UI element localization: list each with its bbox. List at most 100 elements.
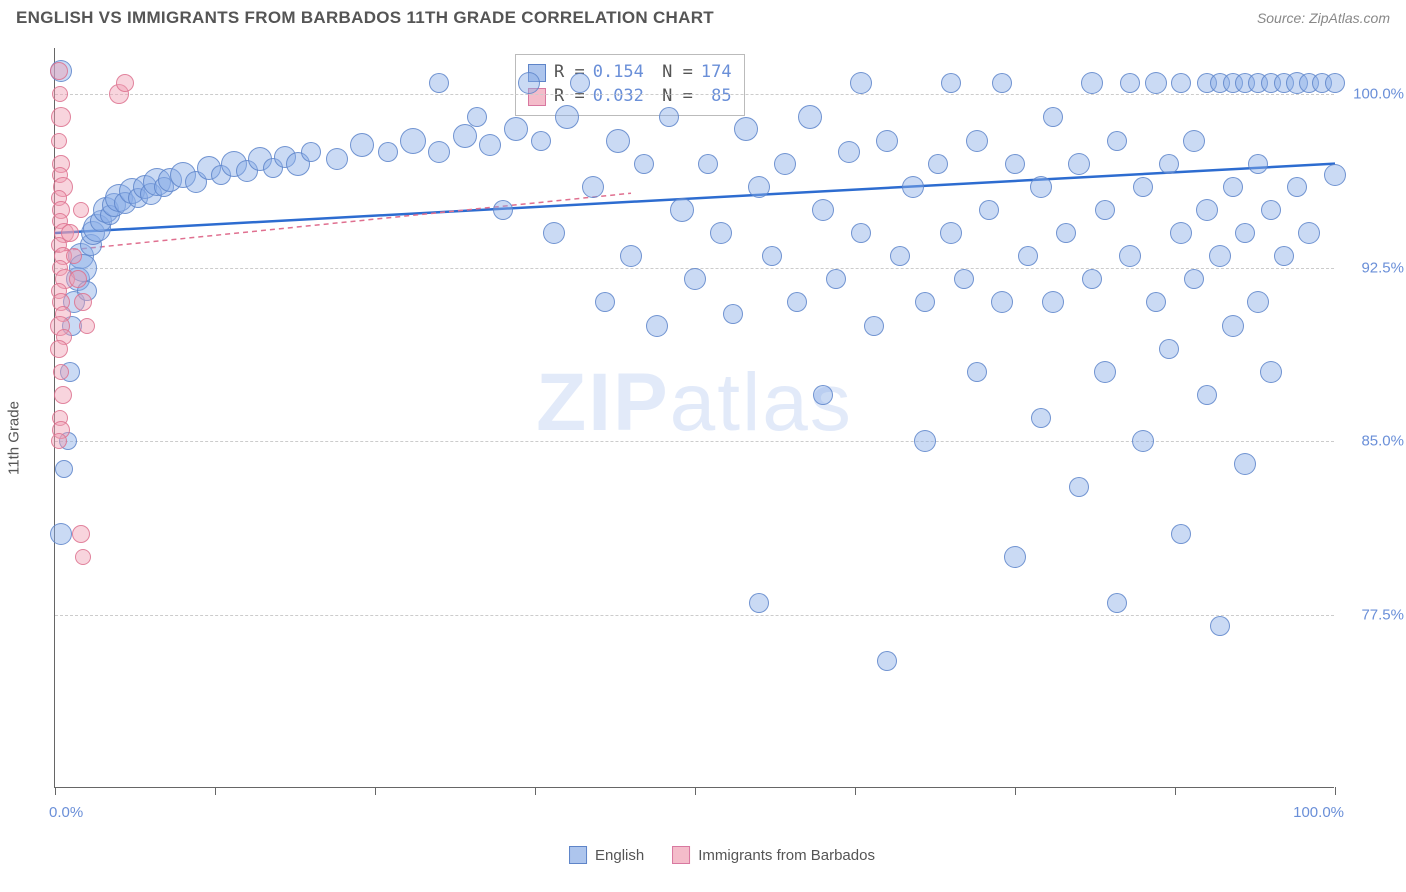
bottom-legend: English Immigrants from Barbados xyxy=(569,846,875,864)
data-point xyxy=(1081,72,1103,94)
data-point xyxy=(634,154,654,174)
chart-container: 11th Grade ZIPatlas R = 0.154 N = 174 R … xyxy=(54,48,1390,828)
data-point xyxy=(1082,269,1102,289)
data-point xyxy=(787,292,807,312)
legend-item-english: English xyxy=(569,846,644,864)
legend-label-barbados: Immigrants from Barbados xyxy=(698,847,875,864)
data-point xyxy=(1325,73,1345,93)
data-point xyxy=(1042,291,1064,313)
xtick xyxy=(535,787,536,795)
data-point xyxy=(914,430,936,452)
data-point xyxy=(1146,292,1166,312)
data-point xyxy=(698,154,718,174)
data-point xyxy=(1107,131,1127,151)
data-point xyxy=(1120,73,1140,93)
data-point xyxy=(1171,73,1191,93)
ytick-label: 85.0% xyxy=(1344,433,1404,450)
data-point xyxy=(1145,72,1167,94)
data-point xyxy=(61,224,79,242)
data-point xyxy=(543,222,565,244)
data-point xyxy=(378,142,398,162)
data-point xyxy=(1171,524,1191,544)
data-point xyxy=(954,269,974,289)
data-point xyxy=(1056,223,1076,243)
data-point xyxy=(838,141,860,163)
data-point xyxy=(941,73,961,93)
data-point xyxy=(1298,222,1320,244)
xtick xyxy=(695,787,696,795)
data-point xyxy=(928,154,948,174)
data-point xyxy=(52,86,68,102)
data-point xyxy=(1004,546,1026,568)
data-point xyxy=(876,130,898,152)
xtick xyxy=(215,787,216,795)
data-point xyxy=(1159,154,1179,174)
data-point xyxy=(74,293,92,311)
data-point xyxy=(813,385,833,405)
chart-title: ENGLISH VS IMMIGRANTS FROM BARBADOS 11TH… xyxy=(16,8,714,28)
data-point xyxy=(1095,200,1115,220)
data-point xyxy=(915,292,935,312)
swatch-blue-icon xyxy=(569,846,587,864)
xtick xyxy=(1175,787,1176,795)
xtick xyxy=(55,787,56,795)
data-point xyxy=(50,523,72,545)
data-point xyxy=(50,340,68,358)
data-point xyxy=(1170,222,1192,244)
data-point xyxy=(992,73,1012,93)
stat-label-n: N = xyxy=(652,85,693,109)
data-point xyxy=(723,304,743,324)
data-point xyxy=(50,62,68,80)
data-point xyxy=(555,105,579,129)
data-point xyxy=(646,315,668,337)
data-point xyxy=(774,153,796,175)
stat-legend: R = 0.154 N = 174 R = 0.032 N = 85 xyxy=(515,54,745,116)
data-point xyxy=(864,316,884,336)
data-point xyxy=(1261,200,1281,220)
data-point xyxy=(531,131,551,151)
data-point xyxy=(1069,477,1089,497)
data-point xyxy=(979,200,999,220)
data-point xyxy=(620,245,642,267)
data-point xyxy=(1274,246,1294,266)
data-point xyxy=(69,270,87,288)
data-point xyxy=(762,246,782,266)
data-point xyxy=(966,130,988,152)
data-point xyxy=(1043,107,1063,127)
gridline xyxy=(55,94,1334,95)
stat-label-n: N = xyxy=(652,61,693,85)
data-point xyxy=(1222,315,1244,337)
data-point xyxy=(851,223,871,243)
data-point xyxy=(72,525,90,543)
data-point xyxy=(1234,453,1256,475)
data-point xyxy=(504,117,528,141)
data-point xyxy=(1184,269,1204,289)
data-point xyxy=(1235,223,1255,243)
data-point xyxy=(73,202,89,218)
data-point xyxy=(748,176,770,198)
data-point xyxy=(1132,430,1154,452)
data-point xyxy=(991,291,1013,313)
stat-n-english: 174 xyxy=(701,61,732,85)
data-point xyxy=(1107,593,1127,613)
data-point xyxy=(1159,339,1179,359)
data-point xyxy=(890,246,910,266)
data-point xyxy=(1133,177,1153,197)
data-point xyxy=(1223,177,1243,197)
data-point xyxy=(51,433,67,449)
legend-item-barbados: Immigrants from Barbados xyxy=(672,846,875,864)
data-point xyxy=(1196,199,1218,221)
plot-area: ZIPatlas R = 0.154 N = 174 R = 0.032 N =… xyxy=(54,48,1334,788)
xtick-label-max: 100.0% xyxy=(1293,804,1344,821)
data-point xyxy=(826,269,846,289)
data-point xyxy=(467,107,487,127)
data-point xyxy=(301,142,321,162)
watermark-zip: ZIP xyxy=(536,357,670,448)
xtick xyxy=(1015,787,1016,795)
data-point xyxy=(877,651,897,671)
data-point xyxy=(812,199,834,221)
chart-header: ENGLISH VS IMMIGRANTS FROM BARBADOS 11TH… xyxy=(0,0,1406,32)
stat-r-english: 0.154 xyxy=(593,61,644,85)
data-point xyxy=(453,124,477,148)
ytick-label: 77.5% xyxy=(1344,606,1404,623)
